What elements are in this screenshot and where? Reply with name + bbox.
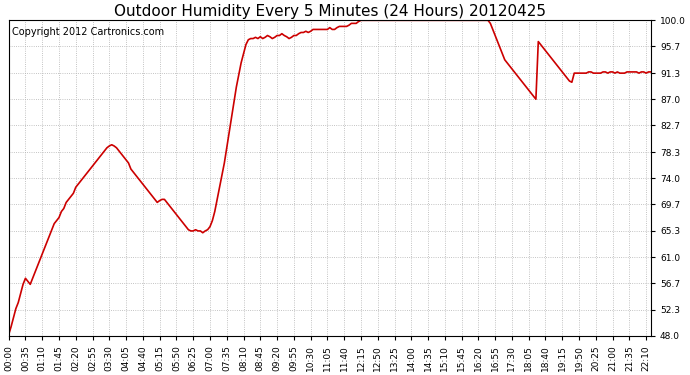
- Title: Outdoor Humidity Every 5 Minutes (24 Hours) 20120425: Outdoor Humidity Every 5 Minutes (24 Hou…: [114, 4, 546, 19]
- Text: Copyright 2012 Cartronics.com: Copyright 2012 Cartronics.com: [12, 27, 164, 37]
